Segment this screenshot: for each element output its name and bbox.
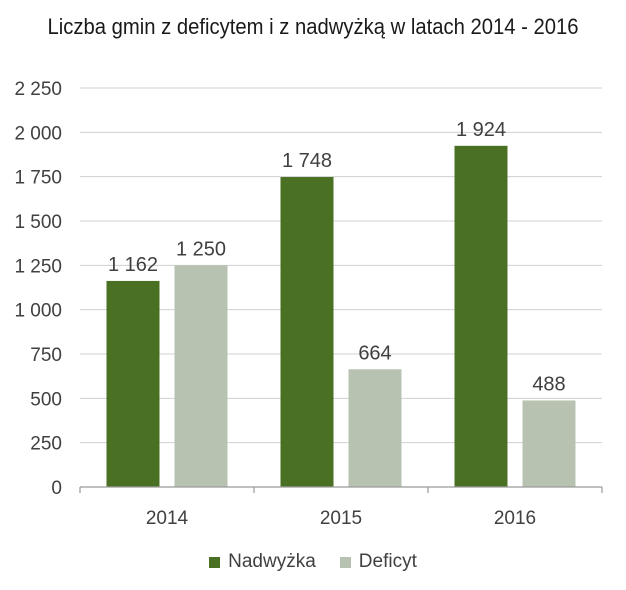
bar-deficyt-2016 bbox=[522, 400, 576, 487]
bar-deficyt-2015 bbox=[348, 369, 402, 487]
y-tick-label: 2 000 bbox=[14, 123, 62, 144]
x-tick-label: 2015 bbox=[320, 508, 362, 529]
y-tick-label: 500 bbox=[30, 389, 62, 410]
y-tick-label: 2 250 bbox=[14, 79, 62, 100]
bar-data-labels: 1 162 1 748 1 924 1 250 664 488 bbox=[108, 119, 566, 396]
bar-data-label: 1 250 bbox=[176, 238, 226, 260]
x-axis: 2014 2015 2016 bbox=[79, 486, 603, 529]
bar-nadwy-ka-2014 bbox=[106, 280, 160, 487]
y-tick-label: 0 bbox=[51, 478, 62, 499]
y-tick-label: 750 bbox=[30, 345, 62, 366]
bar-data-label: 1 748 bbox=[282, 150, 332, 172]
y-tick-label: 1 750 bbox=[14, 168, 62, 189]
legend-label-deficyt: Deficyt bbox=[358, 551, 417, 572]
y-tick-label: 250 bbox=[30, 434, 62, 455]
legend-swatch-nadwyzka bbox=[209, 556, 221, 568]
legend: Nadwyżka Deficyt bbox=[0, 551, 626, 573]
y-tick-label: 1 250 bbox=[14, 256, 62, 277]
bars bbox=[106, 145, 576, 487]
y-tick-label: 1 000 bbox=[14, 301, 62, 322]
x-tick-label: 2014 bbox=[146, 508, 189, 529]
bar-nadwy-ka-2015 bbox=[280, 177, 334, 487]
bar-nadwy-ka-2016 bbox=[454, 145, 508, 487]
bar-data-label: 488 bbox=[532, 373, 565, 395]
bar-data-label: 1 924 bbox=[456, 119, 506, 141]
legend-swatch-deficyt bbox=[339, 556, 351, 568]
y-axis-tick-labels: 0 250 500 750 1 000 1 250 1 500 1 750 2 000 2 250 bbox=[14, 79, 62, 499]
bar-deficyt-2014 bbox=[174, 265, 228, 487]
x-tick-label: 2016 bbox=[494, 508, 536, 529]
legend-item-deficyt: Deficyt bbox=[339, 551, 417, 573]
bar-data-label: 664 bbox=[358, 342, 391, 364]
chart-title: Liczba gmin z deficytem i z nadwyżką w l… bbox=[47, 14, 579, 39]
legend-item-nadwyzka: Nadwyżka bbox=[209, 551, 316, 573]
gridlines bbox=[80, 87, 602, 444]
legend-label-nadwyzka: Nadwyżka bbox=[228, 551, 316, 572]
bar-data-label: 1 162 bbox=[108, 254, 158, 276]
y-tick-label: 1 500 bbox=[14, 212, 62, 233]
